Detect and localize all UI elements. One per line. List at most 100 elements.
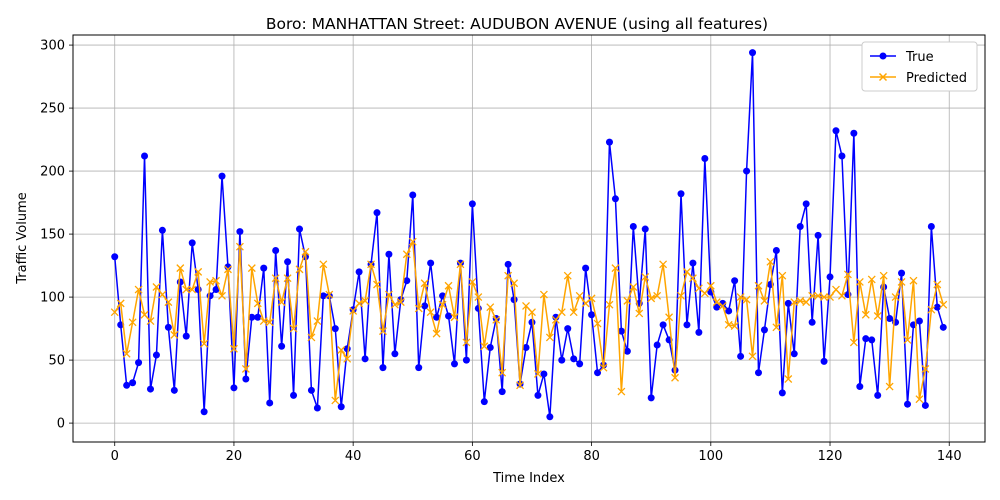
predicted-point [909, 276, 918, 285]
predicted-point [146, 317, 155, 325]
true-point [212, 286, 220, 294]
legend-box [861, 41, 978, 92]
true-point [927, 223, 935, 231]
true-point [862, 335, 870, 343]
grid-layer [73, 35, 985, 442]
predicted-point [241, 364, 250, 373]
true-point [468, 200, 476, 208]
predicted-point [599, 363, 608, 372]
predicted-point [742, 295, 751, 304]
true-point [576, 360, 584, 368]
true-point [564, 325, 572, 333]
predicted-point [414, 304, 423, 313]
predicted-point [229, 344, 238, 353]
x-tick-label: 60 [464, 449, 481, 464]
predicted-point [587, 294, 596, 303]
x-tick-label: 0 [111, 449, 119, 464]
predicted-point [420, 279, 429, 288]
true-point [683, 321, 691, 329]
predicted-point [635, 309, 644, 318]
predicted-point [158, 290, 167, 299]
true-point [939, 323, 947, 331]
y-axis-label: Traffic Volume [15, 192, 30, 285]
true-point [152, 351, 160, 359]
true-point [558, 356, 566, 364]
x-tick-label: 100 [698, 449, 723, 464]
true-point [266, 399, 274, 407]
true-point [194, 286, 202, 294]
predicted-point [438, 300, 447, 309]
legend-true-marker [879, 52, 887, 60]
predicted-point [468, 278, 477, 286]
predicted-point [545, 333, 554, 342]
predicted-point [390, 300, 399, 309]
predicted-point [772, 323, 781, 332]
true-point [498, 388, 506, 396]
true-point [391, 350, 399, 358]
predicted-point [832, 285, 840, 294]
predicted-point [855, 278, 864, 286]
x-tick-label: 20 [226, 449, 243, 464]
x-tick-label: 120 [818, 449, 843, 464]
true-point [623, 347, 631, 355]
predicted-point [754, 281, 763, 290]
y-tick-label: 100 [40, 291, 65, 306]
legend-predicted-label: Predicted [906, 71, 967, 86]
predicted-point [486, 303, 495, 312]
true-point [772, 246, 780, 254]
true-point [248, 313, 256, 321]
predicted-point [152, 283, 161, 291]
predicted-point [730, 322, 739, 331]
true-point [284, 258, 292, 266]
true-point [486, 343, 494, 351]
predicted-point [629, 283, 638, 291]
true-point [659, 321, 667, 329]
true-point [123, 381, 131, 389]
predicted-point [861, 310, 870, 319]
predicted-point [843, 270, 852, 279]
predicted-point [200, 339, 209, 348]
series-predicted [110, 237, 948, 405]
true-point [814, 231, 822, 239]
predicted-point [373, 280, 381, 289]
predicted-point [164, 298, 173, 307]
predicted-point [641, 272, 650, 281]
true-point [146, 385, 154, 393]
predicted-point [182, 285, 191, 294]
legend-predicted-marker [878, 72, 888, 82]
predicted-point [581, 299, 590, 308]
true-point [456, 259, 464, 267]
predicted-point [915, 395, 924, 404]
true-point [540, 370, 548, 378]
predicted-point [826, 293, 834, 302]
true-point [832, 127, 840, 135]
true-point [355, 268, 363, 276]
true-point [588, 311, 596, 319]
true-point [898, 269, 906, 277]
true-point [641, 225, 649, 233]
true-point [236, 228, 244, 236]
predicted-point [295, 265, 304, 274]
predicted-point [647, 294, 656, 303]
predicted-point [456, 260, 465, 269]
predicted-point [235, 242, 244, 251]
true-point [319, 292, 327, 300]
true-point [254, 313, 262, 321]
true-point [552, 313, 560, 321]
predicted-point [331, 396, 340, 405]
predicted-point [814, 291, 823, 300]
predicted-point [206, 278, 215, 286]
predicted-point [724, 320, 733, 329]
predicted-point [116, 299, 125, 308]
predicted-point [611, 264, 620, 273]
predicted-point [283, 274, 292, 283]
true-point [182, 332, 190, 340]
true-point [373, 209, 381, 217]
predicted-point [778, 271, 787, 280]
predicted-point [510, 279, 519, 288]
true-point [802, 200, 810, 208]
true-point [713, 303, 721, 311]
true-point [522, 343, 530, 351]
plot-area-frame [72, 34, 986, 443]
